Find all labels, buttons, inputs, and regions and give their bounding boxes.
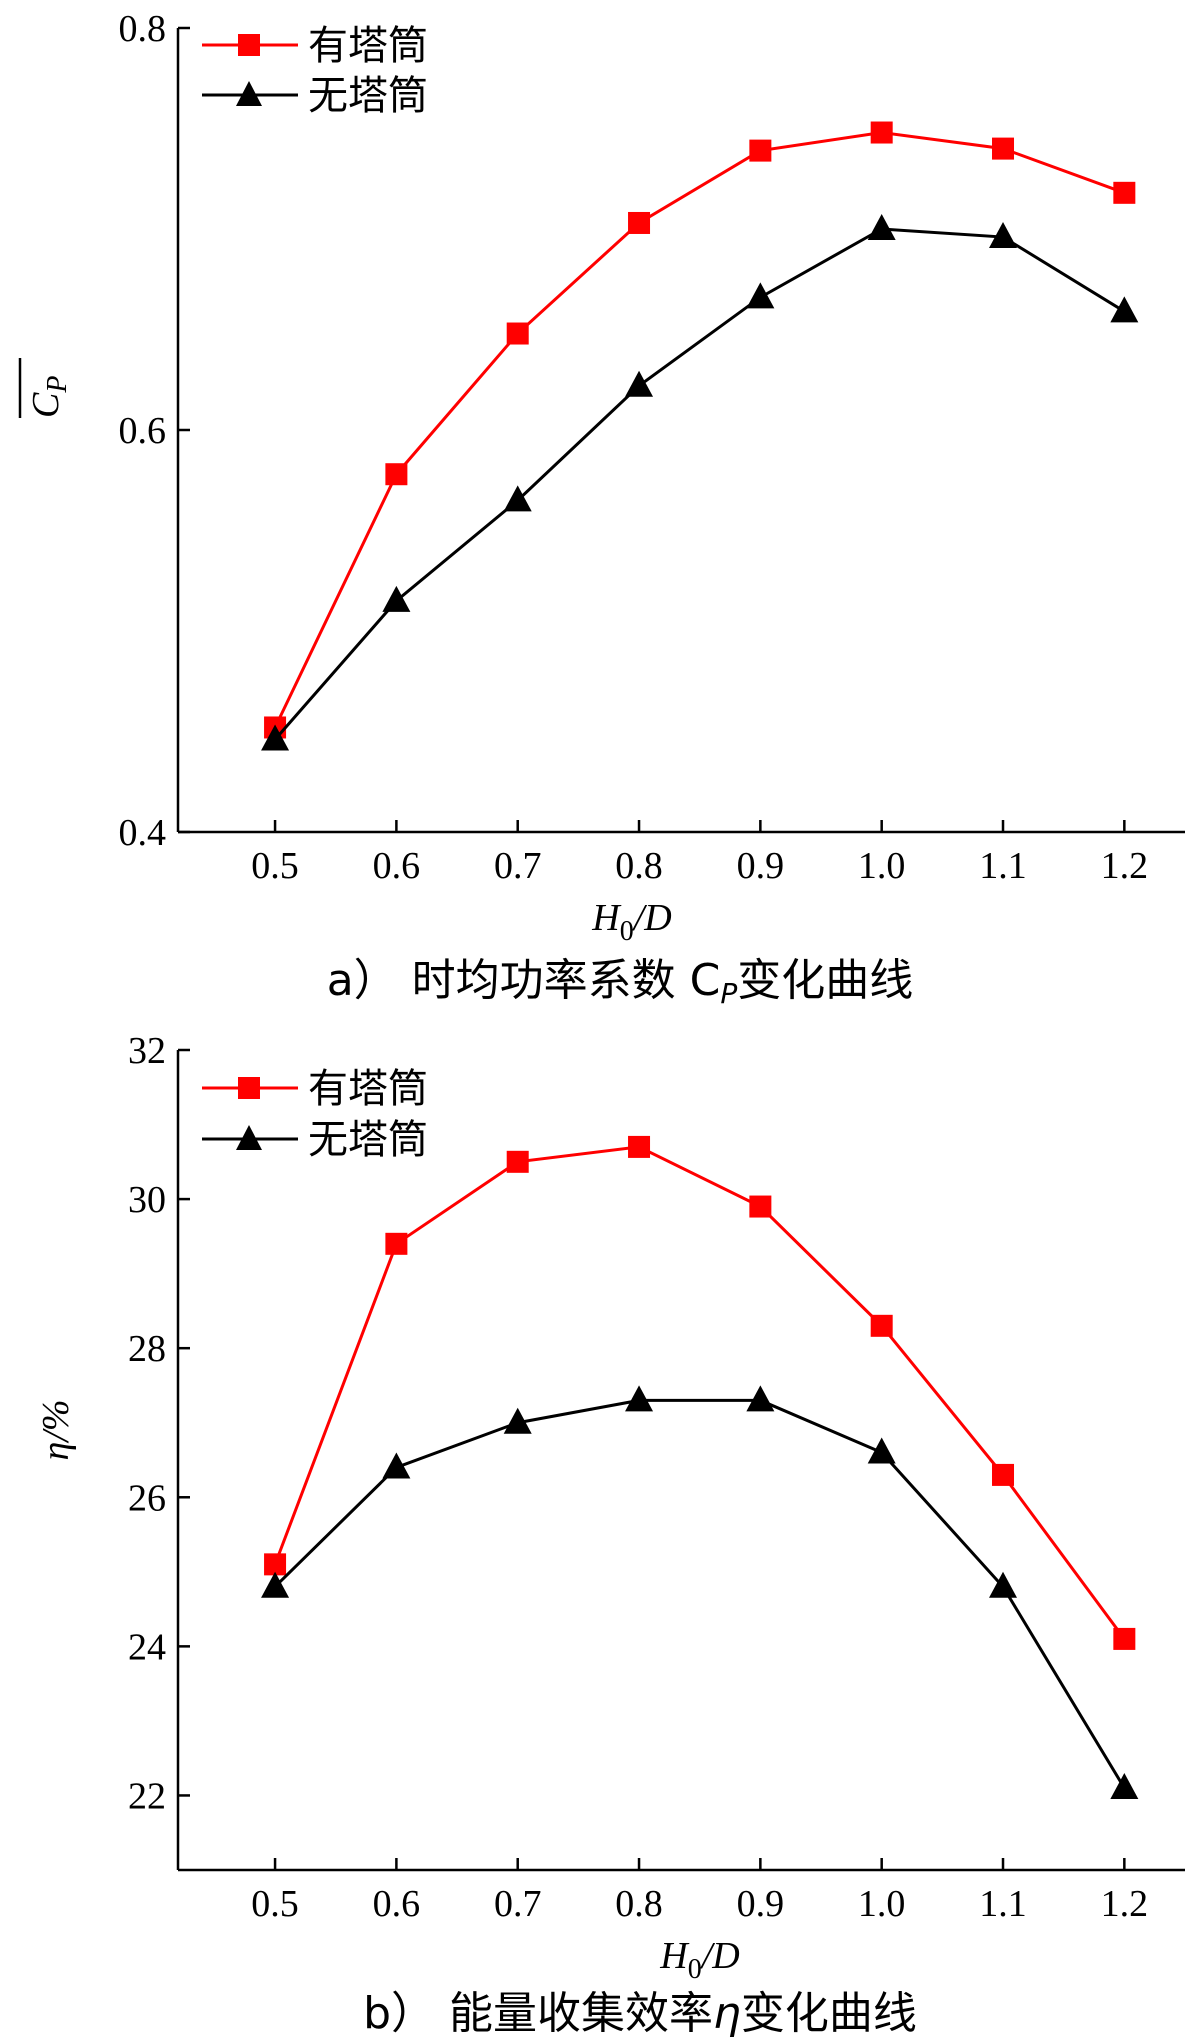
chart-a-series-1-point — [385, 463, 408, 486]
chart-b-x-tick-label: 0.8 — [615, 1883, 663, 1925]
chart-a-x-tick-label: 0.6 — [373, 845, 421, 887]
chart-b-x-label: H0/D — [659, 1935, 739, 1985]
chart-b-series-2-point — [503, 1407, 532, 1434]
chart-b-series-1-point — [870, 1314, 893, 1337]
chart-b-x-tick-label: 1.2 — [1101, 1883, 1149, 1925]
chart-a-series-1-point — [506, 322, 529, 345]
chart-b-x-tick-label: 0.9 — [737, 1883, 785, 1925]
chart-b-series-1-point — [992, 1463, 1015, 1486]
chart-b-y-tick-label: 32 — [128, 1030, 166, 1072]
chart-b-series — [261, 1135, 1139, 1799]
chart-b-x-tick-label: 0.5 — [251, 1883, 299, 1925]
chart-a-series-1-point — [992, 137, 1015, 160]
chart-a-y-label-text: CP — [25, 376, 73, 418]
chart-a-y-tick-label: 0.6 — [119, 410, 167, 452]
chart-a-y-label: CP — [18, 358, 73, 418]
chart-b-legend-square-marker — [238, 1077, 260, 1099]
chart-a-series-1-line — [273, 131, 1125, 729]
chart-a-caption: a） 时均功率系数 CP变化曲线 — [327, 955, 914, 1010]
chart-a-series-2-point — [867, 214, 896, 240]
chart-a-legend: 有塔筒 无塔筒 — [202, 23, 428, 119]
chart-b-series-2-line — [274, 1398, 1126, 1789]
chart-b-legend-label-2: 无塔筒 — [308, 1117, 428, 1163]
chart-a-series-1-point — [628, 211, 651, 234]
chart-b-x-tick-label: 1.1 — [979, 1883, 1027, 1925]
chart-b-series-1-line — [273, 1145, 1126, 1640]
chart-b-series-2-point — [261, 1571, 290, 1598]
chart-a-series-1-point — [749, 139, 772, 162]
chart-b-caption: b） 能量收集效率η变化曲线 — [363, 1988, 917, 2038]
chart-b-x-tick-label: 0.6 — [373, 1883, 421, 1925]
chart-b-series-1-point — [749, 1195, 772, 1218]
chart-a-x-tick-label: 0.8 — [615, 845, 663, 887]
chart-b-series-2-point — [1110, 1773, 1139, 1799]
chart-b-series-1-point — [1113, 1627, 1136, 1650]
chart-a-legend-square-marker — [238, 34, 260, 56]
chart-a-legend-label-2: 无塔筒 — [308, 73, 428, 119]
chart-b-x-tick-label: 1.0 — [858, 1883, 906, 1925]
chart-a-x-tick-label: 0.7 — [494, 845, 542, 887]
chart-b-series-2-point — [382, 1452, 411, 1479]
chart-a: 0.4 0.6 0.8 0.5 0.6 0.7 0.8 0.9 1.0 1.1 1.2 有塔筒 无… — [18, 8, 1185, 1010]
chart-b-series-1-point — [264, 1553, 287, 1576]
chart-a-legend-label-1: 有塔筒 — [308, 23, 428, 69]
chart-b-series-2-point — [989, 1571, 1018, 1598]
chart-a-x-tick-label: 1.2 — [1101, 845, 1149, 887]
chart-a-series-2-point — [1110, 296, 1139, 323]
chart-b-legend: 有塔筒 无塔筒 — [202, 1066, 428, 1163]
chart-a-series-1-point — [1113, 181, 1136, 204]
chart-b-series-2-point — [867, 1437, 896, 1464]
chart-a-x-tick-label: 0.5 — [251, 845, 299, 887]
chart-b-y-label: η/% — [35, 1399, 77, 1460]
chart-a-series-1-point — [870, 121, 893, 144]
chart-a-series — [261, 121, 1139, 751]
chart-b: 22 24 26 28 30 32 0.5 0.6 0.7 0.8 0.9 1.0 1.1 1.2 有塔… — [35, 1030, 1185, 2038]
chart-a-series-2-point — [261, 724, 290, 751]
chart-a-x-label: H0/D — [591, 897, 671, 947]
chart-b-legend-triangle-marker — [236, 1125, 262, 1150]
chart-b-y-tick-label: 30 — [128, 1179, 166, 1221]
chart-a-series-2-point — [382, 585, 411, 612]
chart-b-series-2-point — [625, 1385, 654, 1412]
chart-a-series-2-point — [746, 282, 775, 309]
chart-a-x-tick-label: 1.0 — [858, 845, 906, 887]
chart-b-y-tick-label: 28 — [128, 1328, 166, 1370]
chart-b-x-ticks: 0.5 0.6 0.7 0.8 0.9 1.0 1.1 1.2 — [251, 1858, 1148, 1925]
chart-b-y-tick-label: 22 — [128, 1775, 166, 1817]
chart-b-series-1-point — [628, 1135, 651, 1158]
chart-a-series-2-point — [625, 370, 654, 397]
chart-a-y-ticks: 0.4 0.6 0.8 — [119, 8, 190, 854]
chart-a-series-2-point — [989, 222, 1018, 249]
chart-b-y-tick-label: 24 — [128, 1626, 166, 1668]
chart-b-series-2-point — [746, 1385, 775, 1412]
chart-b-y-tick-label: 26 — [128, 1477, 166, 1519]
chart-b-axes — [176, 1050, 1185, 1872]
chart-b-series-1-point — [385, 1232, 408, 1255]
chart-a-x-tick-label: 0.9 — [737, 845, 785, 887]
chart-a-series-2-point — [503, 485, 532, 512]
chart-a-axes — [176, 28, 1185, 834]
chart-a-x-tick-label: 1.1 — [979, 845, 1027, 887]
chart-a-y-tick-label: 0.4 — [119, 812, 167, 854]
chart-a-series-2-line — [273, 227, 1126, 741]
chart-b-x-tick-label: 0.7 — [494, 1883, 542, 1925]
chart-b-y-ticks: 22 24 26 28 30 32 — [128, 1030, 190, 1817]
chart-a-x-ticks: 0.5 0.6 0.7 0.8 0.9 1.0 1.1 1.2 — [251, 820, 1148, 887]
chart-b-legend-label-1: 有塔筒 — [308, 1066, 428, 1112]
chart-a-legend-triangle-marker — [236, 81, 262, 106]
chart-b-series-1-point — [506, 1150, 529, 1173]
chart-a-y-tick-label: 0.8 — [119, 8, 167, 50]
